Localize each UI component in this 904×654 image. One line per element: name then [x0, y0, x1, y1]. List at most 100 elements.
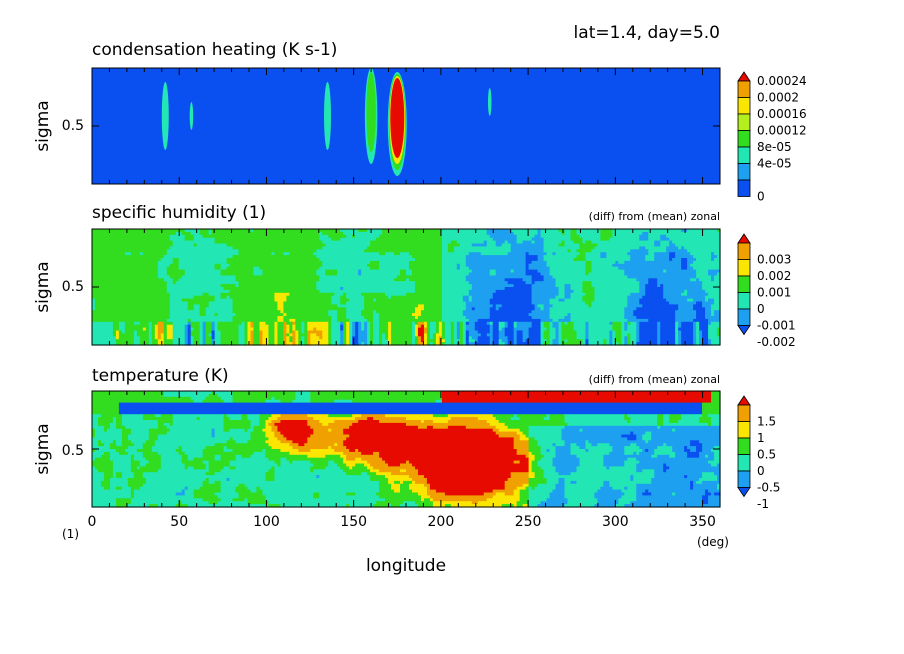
humidity-cell [385, 292, 407, 297]
humidity-cell [124, 327, 144, 332]
humidity-cell [136, 333, 150, 337]
temperature-cell [118, 408, 703, 412]
temperature-cell [214, 492, 240, 496]
humidity-cell [331, 330, 341, 334]
temperature-cell [708, 422, 712, 427]
humidity-cell [630, 255, 646, 259]
temperature-cell [202, 454, 216, 459]
temperature-cell [528, 469, 533, 473]
temperature-cell [280, 460, 290, 465]
temperature-cell [292, 440, 308, 444]
humidity-cell [328, 327, 332, 332]
humidity-cell [714, 252, 721, 256]
humidity-cell [358, 333, 368, 337]
temperature-cell [136, 449, 153, 453]
humidity-cell [316, 327, 329, 332]
temperature-cell [630, 501, 703, 505]
humidity-cell [283, 330, 287, 334]
humidity-cell [549, 313, 569, 317]
humidity-cell [636, 324, 640, 329]
temperature-cell [271, 420, 281, 424]
temperature-cell [663, 414, 670, 418]
temperature-cell [702, 449, 712, 453]
humidity-cell [681, 324, 694, 329]
temperature-cell [528, 504, 539, 508]
humidity-cell [277, 339, 284, 343]
humidity-cell [349, 336, 353, 340]
temperature-cell [187, 454, 204, 459]
temperature-cell [106, 428, 123, 433]
temperature-cell [579, 457, 604, 462]
temperature-cell [606, 466, 610, 470]
panel3-ticks [91, 391, 721, 507]
temperature-cell [214, 457, 222, 462]
humidity-cell [304, 327, 308, 332]
humidity-cell [319, 237, 332, 242]
temperature-cell [714, 492, 721, 496]
humidity-cell [352, 330, 356, 334]
colorbar-level-label: 0 [757, 302, 765, 316]
humidity-cell [450, 333, 455, 337]
temperature-cell [379, 469, 401, 473]
humidity-cell [615, 260, 619, 265]
humidity-cell [214, 333, 222, 337]
temperature-cell [133, 492, 177, 496]
temperature-cell [274, 478, 371, 482]
humidity-cell [169, 301, 189, 305]
temperature-cell [489, 422, 506, 427]
humidity-cell [420, 313, 443, 317]
colorbar-level-label: 1.5 [757, 415, 776, 429]
humidity-cell [639, 339, 658, 343]
temperature-cell [130, 495, 135, 499]
humidity-cell [172, 333, 186, 337]
humidity-cell [92, 229, 186, 233]
temperature-cell [408, 475, 425, 479]
temperature-cell [420, 420, 425, 424]
temperature-cell [202, 483, 222, 488]
humidity-cell [696, 275, 712, 279]
humidity-cell [367, 333, 371, 337]
humidity-cell [157, 260, 174, 265]
humidity-cell [645, 258, 655, 262]
temperature-cell [334, 449, 350, 453]
humidity-cell [612, 336, 616, 340]
humidity-cell [346, 307, 365, 311]
humidity-cell [217, 324, 240, 329]
humidity-cell [588, 333, 610, 337]
humidity-cell [211, 342, 216, 346]
humidity-cell [474, 307, 491, 311]
humidity-cell [190, 333, 201, 337]
temperature-cell [376, 501, 404, 505]
temperature-cell [142, 417, 174, 421]
humidity-cell [379, 252, 386, 256]
humidity-cell [340, 295, 347, 300]
temperature-cell [280, 420, 308, 424]
temperature-cell [657, 420, 664, 424]
temperature-cell [346, 472, 362, 476]
humidity-cell [441, 342, 446, 346]
temperature-cell [181, 460, 204, 465]
temperature-cell [420, 498, 425, 502]
humidity-cell [501, 327, 506, 332]
humidity-cell [462, 310, 491, 314]
humidity-cell [546, 263, 587, 268]
temperature-cell [265, 420, 273, 424]
humidity-cell [199, 313, 207, 317]
temperature-cell [187, 504, 270, 508]
temperature-cell [202, 449, 225, 453]
temperature-cell [516, 431, 524, 436]
humidity-cell [283, 316, 332, 320]
humidity-cell [639, 281, 649, 285]
temperature-cell [570, 443, 578, 447]
humidity-cell [468, 318, 479, 323]
temperature-cell [340, 466, 350, 470]
temperature-cell [630, 417, 658, 421]
humidity-cell [331, 339, 341, 343]
humidity-cell [693, 321, 697, 326]
temperature-cell [696, 446, 703, 450]
humidity-cell [573, 321, 587, 326]
humidity-cell [295, 339, 299, 343]
humidity-cell [540, 336, 545, 340]
temperature-cell [561, 431, 631, 436]
temperature-cell [172, 422, 225, 427]
